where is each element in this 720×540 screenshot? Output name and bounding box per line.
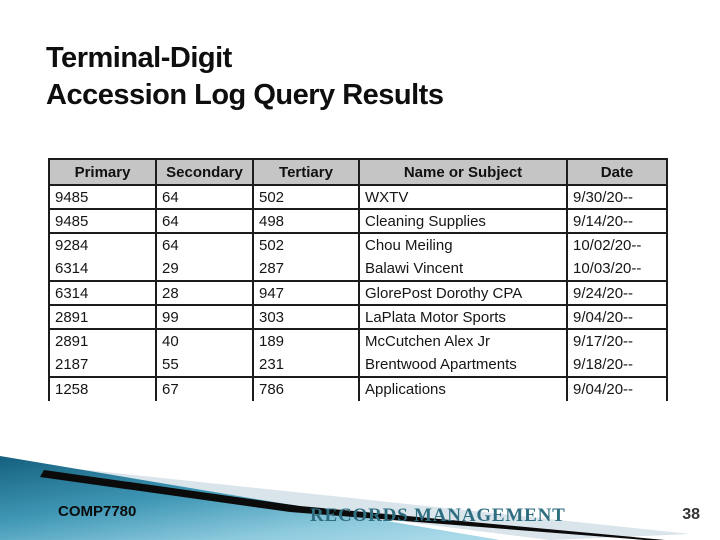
swoosh-decoration (0, 450, 720, 540)
table-cell: 55 (155, 353, 254, 378)
table-cell: 303 (252, 305, 360, 330)
table-cell: 2891 (48, 329, 157, 353)
table-cell: 6314 (48, 281, 157, 306)
table-cell: Balawi Vincent (358, 257, 568, 282)
table-cell: 64 (155, 185, 254, 210)
table-cell: McCutchen Alex Jr (358, 329, 568, 353)
query-results-table-area: Primary Secondary Tertiary Name or Subje… (48, 158, 668, 401)
table-cell: 786 (252, 377, 360, 401)
column-header-tertiary: Tertiary (252, 158, 360, 186)
table-cell: 9/14/20-- (566, 209, 668, 234)
column-header-name-or-subject: Name or Subject (358, 158, 568, 186)
table-cell: 9/18/20-- (566, 353, 668, 378)
table-cell: 64 (155, 209, 254, 234)
table-cell: WXTV (358, 185, 568, 210)
table-cell: GlorePost Dorothy CPA (358, 281, 568, 306)
swoosh-svg (0, 456, 690, 540)
table-cell: 287 (252, 257, 360, 282)
table-cell: Cleaning Supplies (358, 209, 568, 234)
table-row: 6314 29 287 Balawi Vincent 10/03/20-- (48, 257, 668, 282)
column-header-date: Date (566, 158, 668, 186)
footer-course-code: COMP7780 (58, 503, 137, 520)
page-number: 38 (682, 506, 700, 523)
table-cell: 2891 (48, 305, 157, 330)
table-row: 9284 64 502 Chou Meiling 10/02/20-- (48, 233, 668, 257)
table-cell: 1258 (48, 377, 157, 401)
table-cell: 9485 (48, 185, 157, 210)
table-row: 2187 55 231 Brentwood Apartments 9/18/20-- (48, 353, 668, 378)
swoosh-pale-wedge (40, 465, 690, 540)
table-body: 9485 64 502 WXTV 9/30/20-- 9485 64 498 Cleaning … (48, 185, 668, 401)
table-cell: Brentwood Apartments (358, 353, 568, 378)
table-row: 9485 64 502 WXTV 9/30/20-- (48, 185, 668, 210)
table-cell: 9/04/20-- (566, 377, 668, 401)
table-cell: 9/24/20-- (566, 281, 668, 306)
table-cell: 498 (252, 209, 360, 234)
table-cell: 64 (155, 233, 254, 257)
table-header-row: Primary Secondary Tertiary Name or Subje… (48, 158, 668, 186)
table-cell: 2187 (48, 353, 157, 378)
table-row: 2891 40 189 McCutchen Alex Jr 9/17/20-- (48, 329, 668, 353)
table-cell: 99 (155, 305, 254, 330)
table-cell: 40 (155, 329, 254, 353)
table-cell: 9485 (48, 209, 157, 234)
table-cell: 67 (155, 377, 254, 401)
table-cell: 9/04/20-- (566, 305, 668, 330)
table-cell: Chou Meiling (358, 233, 568, 257)
column-header-primary: Primary (48, 158, 157, 186)
slide-title-line1: Terminal-Digit (46, 42, 232, 74)
table-cell: 9284 (48, 233, 157, 257)
footer-title: RECORDS MANAGEMENT (310, 505, 566, 526)
slide-title: Terminal-Digit Accession Log Query Resul… (46, 40, 444, 114)
table-cell: 9/30/20-- (566, 185, 668, 210)
table-cell: 502 (252, 233, 360, 257)
table-row: 2891 99 303 LaPlata Motor Sports 9/04/20-- (48, 305, 668, 330)
table-cell: 231 (252, 353, 360, 378)
swoosh-teal-wedge (0, 456, 500, 540)
table-cell: 6314 (48, 257, 157, 282)
table-row: 9485 64 498 Cleaning Supplies 9/14/20-- (48, 209, 668, 234)
table-row: 6314 28 947 GlorePost Dorothy CPA 9/24/20-- (48, 281, 668, 306)
table-cell: 947 (252, 281, 360, 306)
table-cell: Applications (358, 377, 568, 401)
column-header-secondary: Secondary (155, 158, 254, 186)
table-cell: 10/02/20-- (566, 233, 668, 257)
table-cell: 502 (252, 185, 360, 210)
table-row: 1258 67 786 Applications 9/04/20-- (48, 377, 668, 401)
slide-title-line2: Accession Log Query Results (46, 79, 444, 111)
query-results-table: Primary Secondary Tertiary Name or Subje… (48, 158, 668, 401)
table-cell: 29 (155, 257, 254, 282)
table-cell: 28 (155, 281, 254, 306)
table-cell: 9/17/20-- (566, 329, 668, 353)
table-cell: LaPlata Motor Sports (358, 305, 568, 330)
table-cell: 189 (252, 329, 360, 353)
table-cell: 10/03/20-- (566, 257, 668, 282)
